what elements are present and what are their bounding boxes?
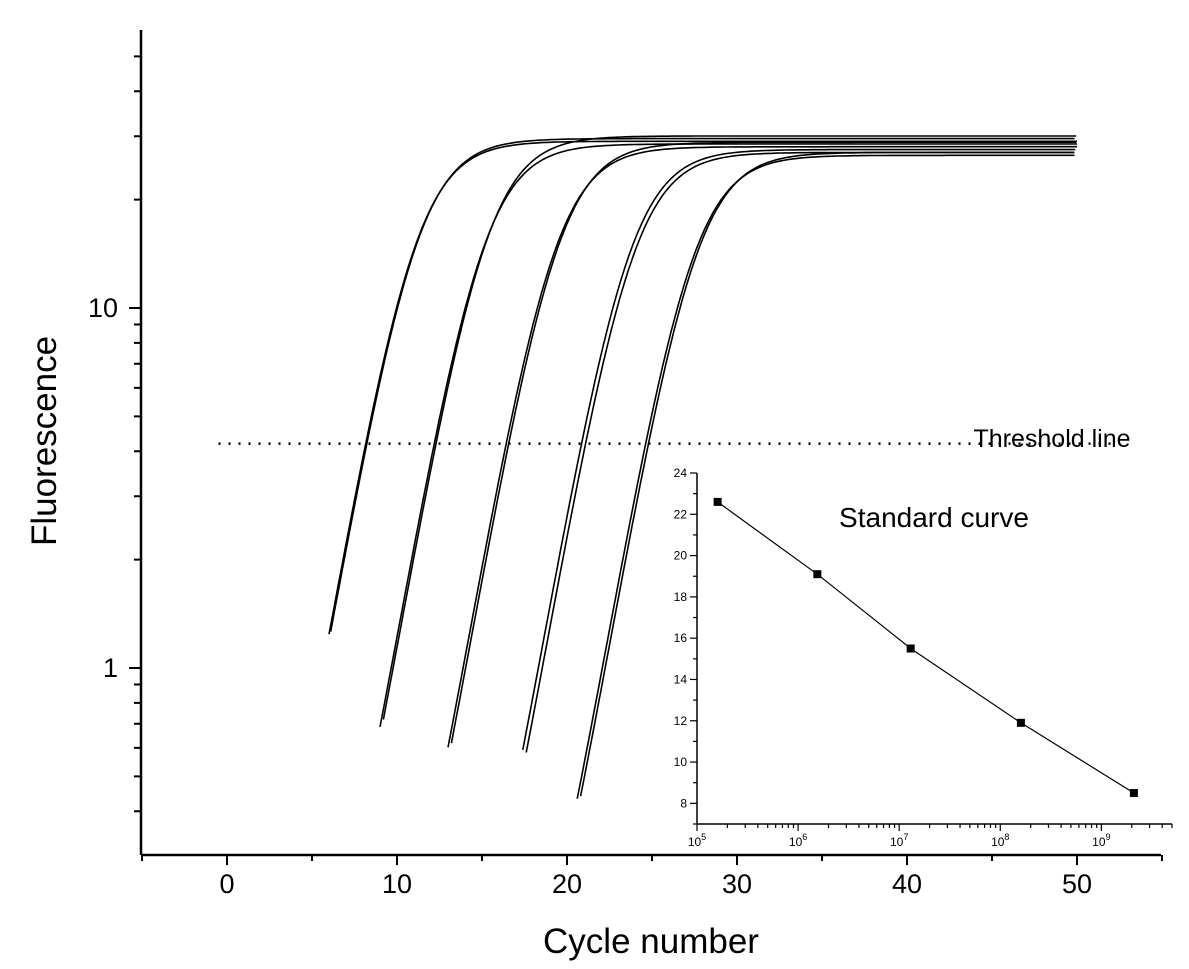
inset-point-4 (1016, 718, 1025, 727)
inset-x-tick-label: 106 (789, 832, 807, 849)
amplification-curve-4 (382, 135, 1077, 720)
inset-x-tick-label: 109 (1092, 832, 1110, 849)
y-axis-label: Fluorescence (25, 336, 64, 546)
amplification-curve-5 (447, 145, 1077, 748)
amplification-curve-6 (450, 141, 1077, 744)
inset-axes: 8 10 12 14 16 18 20 22 24 105 106 107 108 109 (674, 466, 1173, 849)
inset-x-tick-label: 105 (688, 832, 706, 849)
inset-point-1 (713, 497, 722, 506)
inset-title: Standard curve (839, 502, 1029, 533)
inset-y-tick-label: 8 (680, 796, 687, 810)
inset-y-tick-label: 20 (674, 549, 688, 563)
main-axes: 0 10 20 30 40 50 1 10 (88, 30, 1163, 899)
inset-x-tick-label: 107 (890, 832, 908, 849)
inset-y-tick-label: 16 (674, 631, 688, 645)
amplification-curve-10 (579, 151, 1074, 797)
inset-y-tick-label: 10 (674, 755, 688, 769)
inset-point-2 (813, 570, 822, 579)
inset-y-tick-label: 18 (674, 590, 688, 604)
y-tick-label: 1 (103, 653, 118, 683)
inset-marks (713, 497, 1138, 798)
x-tick-label: 10 (382, 869, 412, 899)
inset-y-tick-label: 22 (674, 507, 688, 521)
inset-y-tick-label: 14 (674, 672, 688, 686)
amplification-curve-7 (522, 148, 1076, 751)
x-tick-label: 0 (219, 869, 234, 899)
inset-point-5 (1129, 789, 1138, 798)
amplification-curve-2 (329, 137, 1075, 632)
inset-y-tick-label: 12 (674, 714, 688, 728)
inset-point-3 (906, 644, 915, 653)
x-axis-label: Cycle number (543, 922, 759, 961)
amplification-curves (328, 135, 1077, 799)
inset-background (679, 464, 1173, 824)
y-tick-label: 10 (88, 293, 118, 323)
x-tick-label: 20 (552, 869, 582, 899)
standard-curve-inset: 8 10 12 14 16 18 20 22 24 105 106 107 108 109 Standar… (674, 464, 1173, 849)
inset-y-tick-label: 24 (674, 466, 688, 480)
amplification-curve-9 (576, 154, 1075, 799)
inset-x-tick-label: 108 (991, 832, 1009, 849)
x-tick-label: 50 (1062, 869, 1092, 899)
threshold-label: Threshold line (973, 425, 1130, 453)
x-tick-label: 30 (722, 869, 752, 899)
x-tick-label: 40 (892, 869, 922, 899)
